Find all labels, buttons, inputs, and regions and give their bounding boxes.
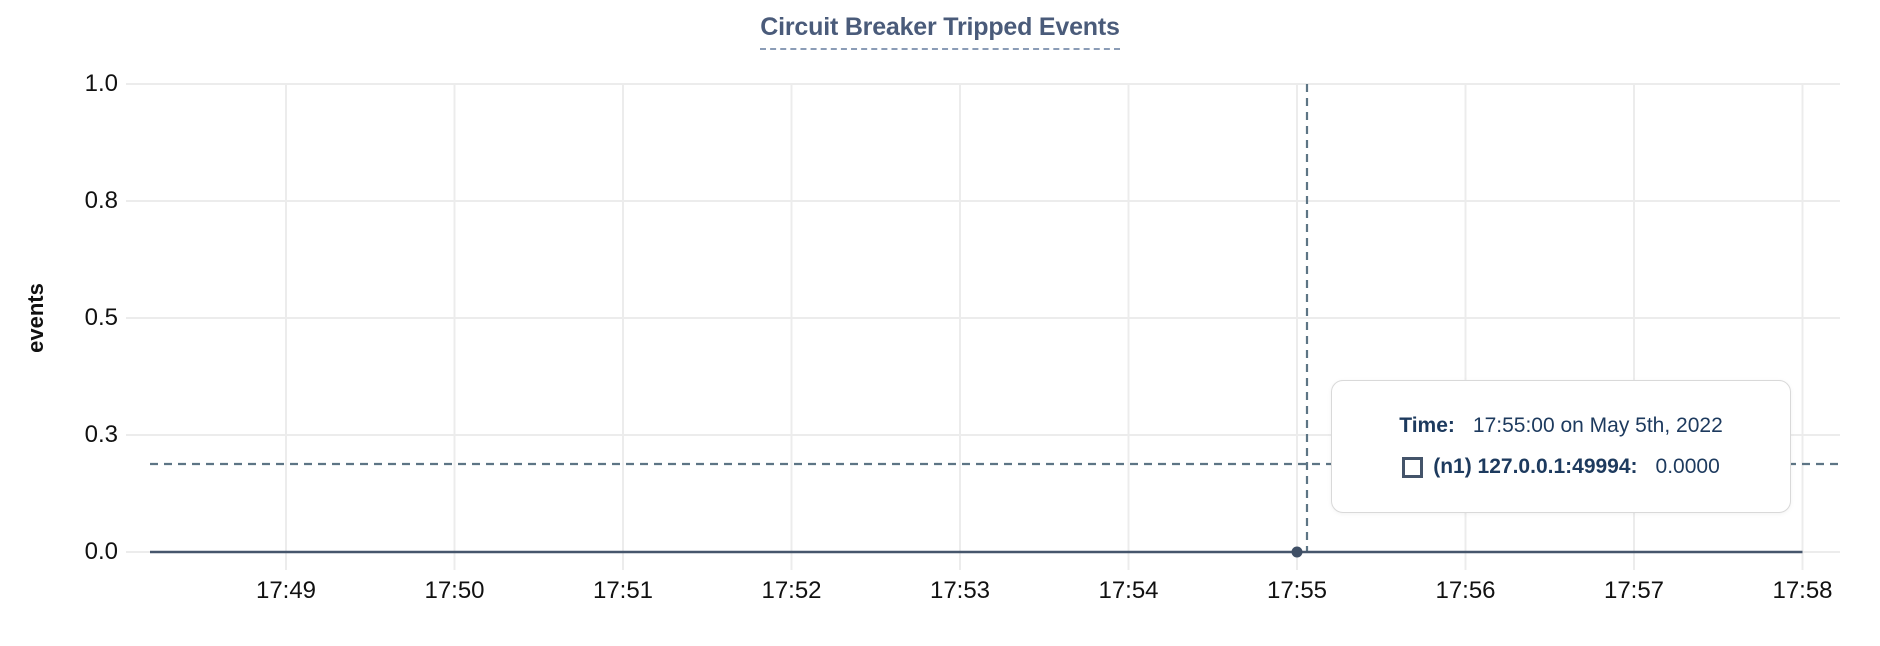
tooltip-time-row: Time: 17:55:00 on May 5th, 2022 (1399, 414, 1723, 438)
hovered-data-point (1291, 546, 1303, 558)
cursor-tooltip: Time: 17:55:00 on May 5th, 2022 (n1) 127… (1331, 380, 1791, 513)
series-swatch-icon (1402, 456, 1424, 478)
chart-title[interactable]: Circuit Breaker Tripped Events (760, 13, 1120, 50)
y-axis-title: events (23, 283, 48, 353)
tooltip-series-value: 0.0000 (1655, 455, 1720, 478)
chart-header: Circuit Breaker Tripped Events (0, 13, 1880, 50)
tooltip-series-label: (n1) 127.0.0.1:49994: (1433, 455, 1638, 478)
tooltip-series-row: (n1) 127.0.0.1:49994: 0.0000 (1402, 455, 1720, 479)
tooltip-time-value: 17:55:00 on May 5th, 2022 (1472, 414, 1723, 437)
tooltip-time-label: Time: (1399, 414, 1455, 437)
